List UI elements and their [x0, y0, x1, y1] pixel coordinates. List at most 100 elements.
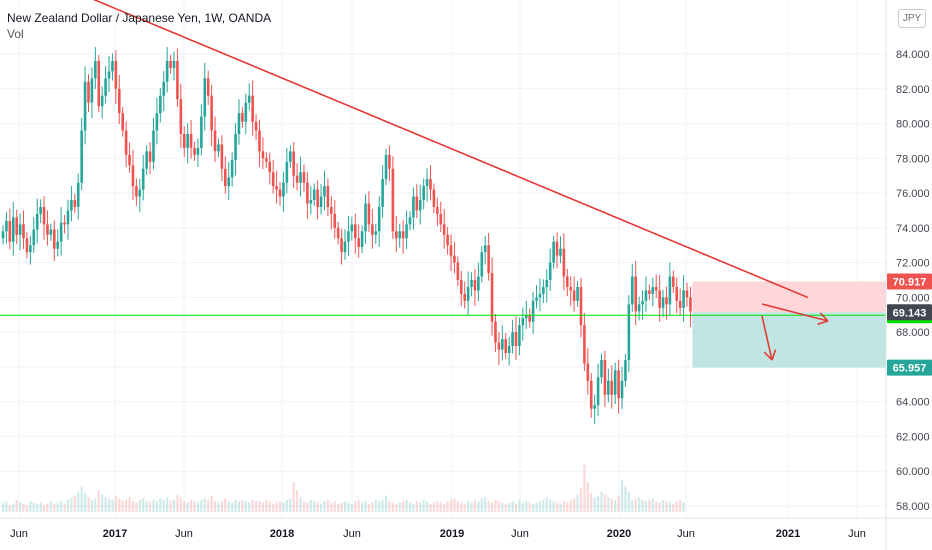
y-tick-label: 78.000 [896, 153, 930, 165]
candle-body [661, 297, 665, 308]
currency-badge[interactable]: JPY [898, 9, 926, 28]
candle-body [90, 78, 94, 103]
candle-body [405, 224, 408, 239]
volume-bar [528, 502, 531, 512]
y-tick-label: 80.000 [896, 119, 930, 131]
y-tick-label: 72.000 [896, 258, 930, 270]
candle-body [59, 222, 63, 242]
volume-bar [631, 499, 634, 512]
candle-body [466, 286, 470, 301]
candle-body [603, 359, 607, 395]
volume-bar [278, 501, 282, 512]
volume-bar [603, 494, 607, 512]
volume-bar [248, 502, 251, 512]
volume-bar [467, 501, 470, 512]
volume-bar [251, 499, 254, 512]
volume-bar [60, 501, 63, 512]
candle-body [80, 130, 83, 183]
volume-bar [8, 505, 11, 512]
volume-bar [480, 498, 483, 512]
volume-bar [675, 501, 678, 512]
volume-label[interactable]: Vol [7, 27, 24, 41]
candle-body [22, 224, 25, 239]
candle-body [672, 276, 675, 287]
volume-bar [275, 502, 278, 512]
volume-bar [508, 502, 511, 512]
volume-bar [439, 502, 442, 512]
volume-bar [596, 495, 600, 512]
candle-body [627, 304, 631, 360]
drop-arrow-head [763, 351, 773, 361]
volume-bar [419, 502, 422, 512]
volume-bar [292, 482, 295, 512]
price-label-text: 65.957 [893, 363, 927, 375]
candle-body [545, 280, 549, 287]
x-tick-label: 2017 [103, 528, 127, 540]
volume-bar [436, 501, 439, 512]
candle-body [572, 290, 576, 301]
candle-body [504, 339, 508, 354]
candle-body [340, 238, 343, 253]
volume-bar [545, 497, 548, 512]
volume-bar [542, 499, 545, 512]
candle-body [555, 241, 559, 256]
volume-bar [658, 502, 661, 512]
candle-body [268, 161, 272, 173]
symbol-title[interactable]: New Zealand Dollar / Japanese Yen, 1W, O… [7, 11, 272, 25]
volume-bar [25, 505, 29, 512]
candle-body [562, 248, 566, 277]
candle-body [217, 144, 220, 152]
volume-bars [1, 464, 685, 512]
volume-bar [432, 502, 436, 512]
candle-body [589, 380, 593, 409]
volume-bar [282, 502, 285, 512]
volume-bar [125, 499, 128, 512]
candle-body [569, 286, 573, 291]
volume-bar [131, 501, 135, 512]
candle-body [121, 113, 124, 131]
volume-bar [330, 502, 333, 512]
candle-body [521, 318, 525, 326]
y-tick-label: 70.000 [896, 292, 930, 304]
x-tick-label: 2018 [270, 528, 294, 540]
volume-bar [371, 502, 374, 512]
volume-bar [340, 502, 343, 512]
candle-body [251, 95, 254, 122]
volume-bar [203, 498, 206, 512]
volume-bar [53, 503, 56, 512]
time-axis[interactable]: Jun 2017 Jun 2018 Jun 2019 Jun 2020 Jun 2021 Jun [0, 517, 932, 540]
volume-bar [254, 501, 258, 512]
candle-body [651, 286, 655, 294]
candle-body [152, 130, 155, 162]
candle-body [76, 182, 80, 207]
volume-bar [166, 497, 169, 512]
candle-body [576, 286, 579, 301]
candle-body [480, 252, 484, 277]
volume-bar [525, 501, 528, 512]
volume-bar [90, 499, 94, 512]
volume-bar [641, 499, 644, 512]
candle-body [49, 229, 53, 235]
volume-bar [460, 502, 463, 512]
candle-body [593, 405, 596, 409]
volume-bar [155, 501, 158, 512]
candle-body [241, 113, 244, 122]
candle-body [162, 81, 166, 96]
candle-body [559, 248, 562, 256]
candle-body [200, 116, 203, 148]
volume-bar [200, 499, 203, 512]
volume-bar [114, 495, 117, 512]
candle-body [353, 224, 357, 239]
volume-bar [590, 493, 593, 512]
volume-bar [443, 503, 446, 512]
volume-bar [497, 501, 500, 512]
volume-bar [555, 502, 559, 512]
volume-bar [193, 501, 196, 512]
volume-bar [176, 494, 179, 512]
candle-body [285, 161, 289, 183]
candle-body [265, 158, 268, 162]
volume-bar [648, 499, 651, 512]
volume-bar [429, 503, 432, 512]
candle-body [94, 60, 97, 79]
